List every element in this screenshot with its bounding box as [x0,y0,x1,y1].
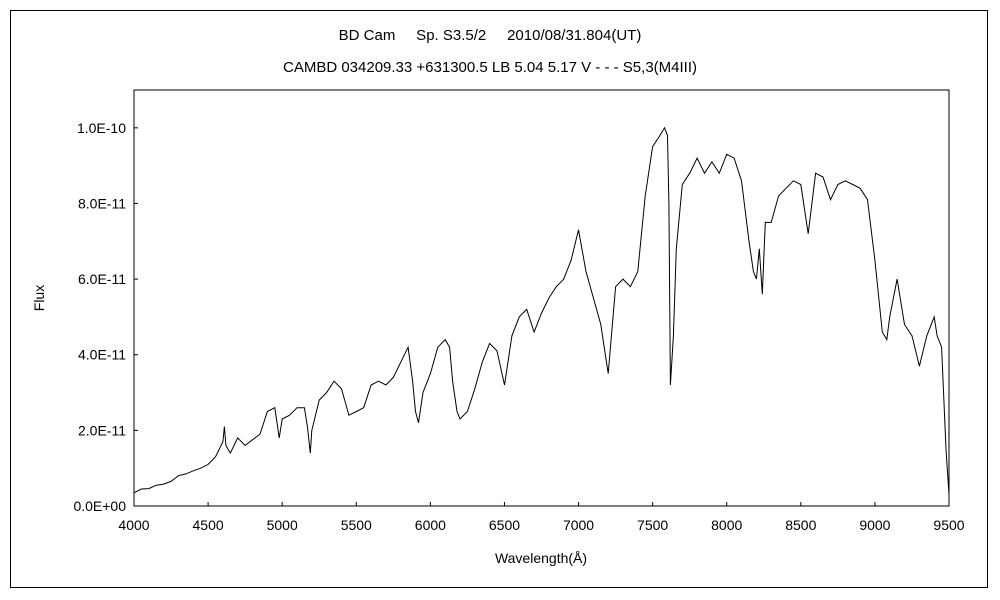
plot-area [133,89,950,507]
y-tick-label: 8.0E-11 [78,195,126,211]
y-tick-label: 4.0E-11 [78,347,126,363]
spectrum-line [133,126,950,495]
x-tick-label: 8500 [785,517,816,533]
x-axis-title: Wavelength(Å) [495,550,587,566]
y-tick-label: 2.0E-11 [78,422,126,438]
y-tick-label: 0.0E+00 [73,498,126,514]
y-tick-label: 6.0E-11 [78,271,126,287]
chart-subtitle: CAMBD 034209.33 +631300.5 LB 5.04 5.17 V… [283,59,697,76]
x-tick-label: 9000 [859,517,890,533]
x-tick-label: 7000 [563,517,594,533]
x-tick-label: 7500 [637,517,668,533]
x-tick-label: 5500 [341,517,372,533]
x-tick-label: 6000 [415,517,446,533]
chart-frame [10,10,988,588]
x-tick-label: 9500 [933,517,964,533]
x-tick-label: 4500 [193,517,224,533]
y-axis-title: Flux [31,285,47,311]
x-axis: 4000 4500 5000 5500 6000 6500 7000 7500 8000 8500… [118,502,965,533]
x-tick-label: 6500 [489,517,520,533]
chart-title: BD Cam Sp. S3.5/2 2010/08/31.804(UT) [339,27,642,44]
x-tick-label: 8000 [711,517,742,533]
y-tick-label: 1.0E-10 [77,120,126,136]
x-tick-label: 5000 [267,517,298,533]
x-tick-label: 4000 [118,517,149,533]
y-axis: 0.0E+00 2.0E-11 4.0E-11 6.0E-11 8.0E-11 1.0E-… [73,120,138,514]
